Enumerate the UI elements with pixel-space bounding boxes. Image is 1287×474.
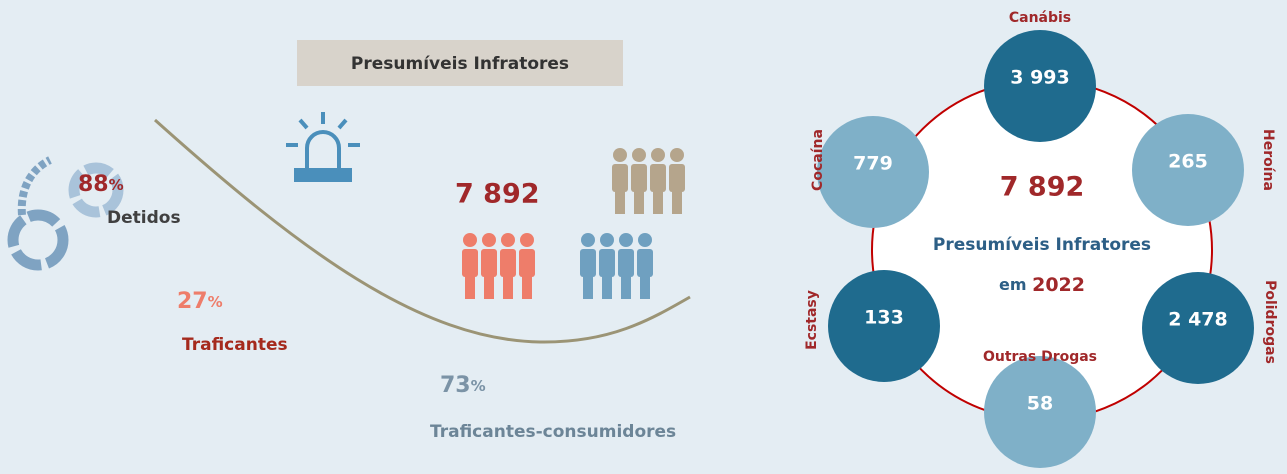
person-head <box>632 148 646 162</box>
person-legs <box>602 275 612 299</box>
drug-value: 2 478 <box>1168 309 1228 331</box>
person-head <box>651 148 665 162</box>
person-body <box>580 249 596 277</box>
person-legs <box>621 275 631 299</box>
person-legs <box>653 190 663 214</box>
people-icons <box>462 148 685 299</box>
person-legs <box>503 275 513 299</box>
traf-cons-percent: 73% <box>440 373 486 398</box>
person-legs <box>522 275 532 299</box>
person-body <box>519 249 535 277</box>
traficantes-label: Traficantes <box>182 335 288 355</box>
drug-value: 779 <box>853 153 893 175</box>
person-body <box>612 164 628 192</box>
person-body <box>462 249 478 277</box>
person-legs <box>465 275 475 299</box>
person-head <box>613 148 627 162</box>
person-head <box>581 233 595 247</box>
detidos-label: Detidos <box>107 208 181 228</box>
drug-value: 133 <box>864 307 904 329</box>
header-title: Presumíveis Infratores <box>351 54 569 74</box>
drug-name: Cocaína <box>810 129 826 191</box>
person-body <box>500 249 516 277</box>
person-legs <box>484 275 494 299</box>
drug-value: 58 <box>1027 393 1053 415</box>
person-legs <box>640 275 650 299</box>
person-legs <box>615 190 625 214</box>
drug-name: Polidrogas <box>1262 280 1278 364</box>
detidos-percent: 88% <box>78 172 124 197</box>
right-total: 7 892 <box>1000 172 1085 203</box>
person-legs <box>583 275 593 299</box>
person-head <box>482 233 496 247</box>
drug-value: 265 <box>1168 151 1208 173</box>
person-head <box>501 233 515 247</box>
person-body <box>669 164 685 192</box>
person-legs <box>634 190 644 214</box>
person-body <box>481 249 497 277</box>
person-head <box>619 233 633 247</box>
right-label: Presumíveis Infratores <box>933 235 1151 255</box>
traf-cons-label: Traficantes-consumidores <box>430 422 676 442</box>
person-legs <box>672 190 682 214</box>
drug-name: Ecstasy <box>804 290 820 350</box>
traficantes-percent: 27% <box>177 289 223 314</box>
person-body <box>650 164 666 192</box>
drug-name: Outras Drogas <box>983 349 1097 365</box>
person-head <box>600 233 614 247</box>
infographic: Presumíveis Infratores 88% Detidos 27% T… <box>0 0 1287 474</box>
drug-value: 3 993 <box>1010 67 1070 89</box>
person-body <box>637 249 653 277</box>
person-head <box>638 233 652 247</box>
person-body <box>631 164 647 192</box>
person-body <box>599 249 615 277</box>
left-total: 7 892 <box>455 179 540 210</box>
person-head <box>670 148 684 162</box>
person-head <box>463 233 477 247</box>
drug-name: Canábis <box>1009 10 1071 26</box>
person-body <box>618 249 634 277</box>
person-head <box>520 233 534 247</box>
right-year: em 2022 <box>999 274 1085 296</box>
trend-curve <box>155 120 690 342</box>
drug-name: Heroína <box>1260 129 1276 191</box>
siren-icon <box>286 112 360 180</box>
